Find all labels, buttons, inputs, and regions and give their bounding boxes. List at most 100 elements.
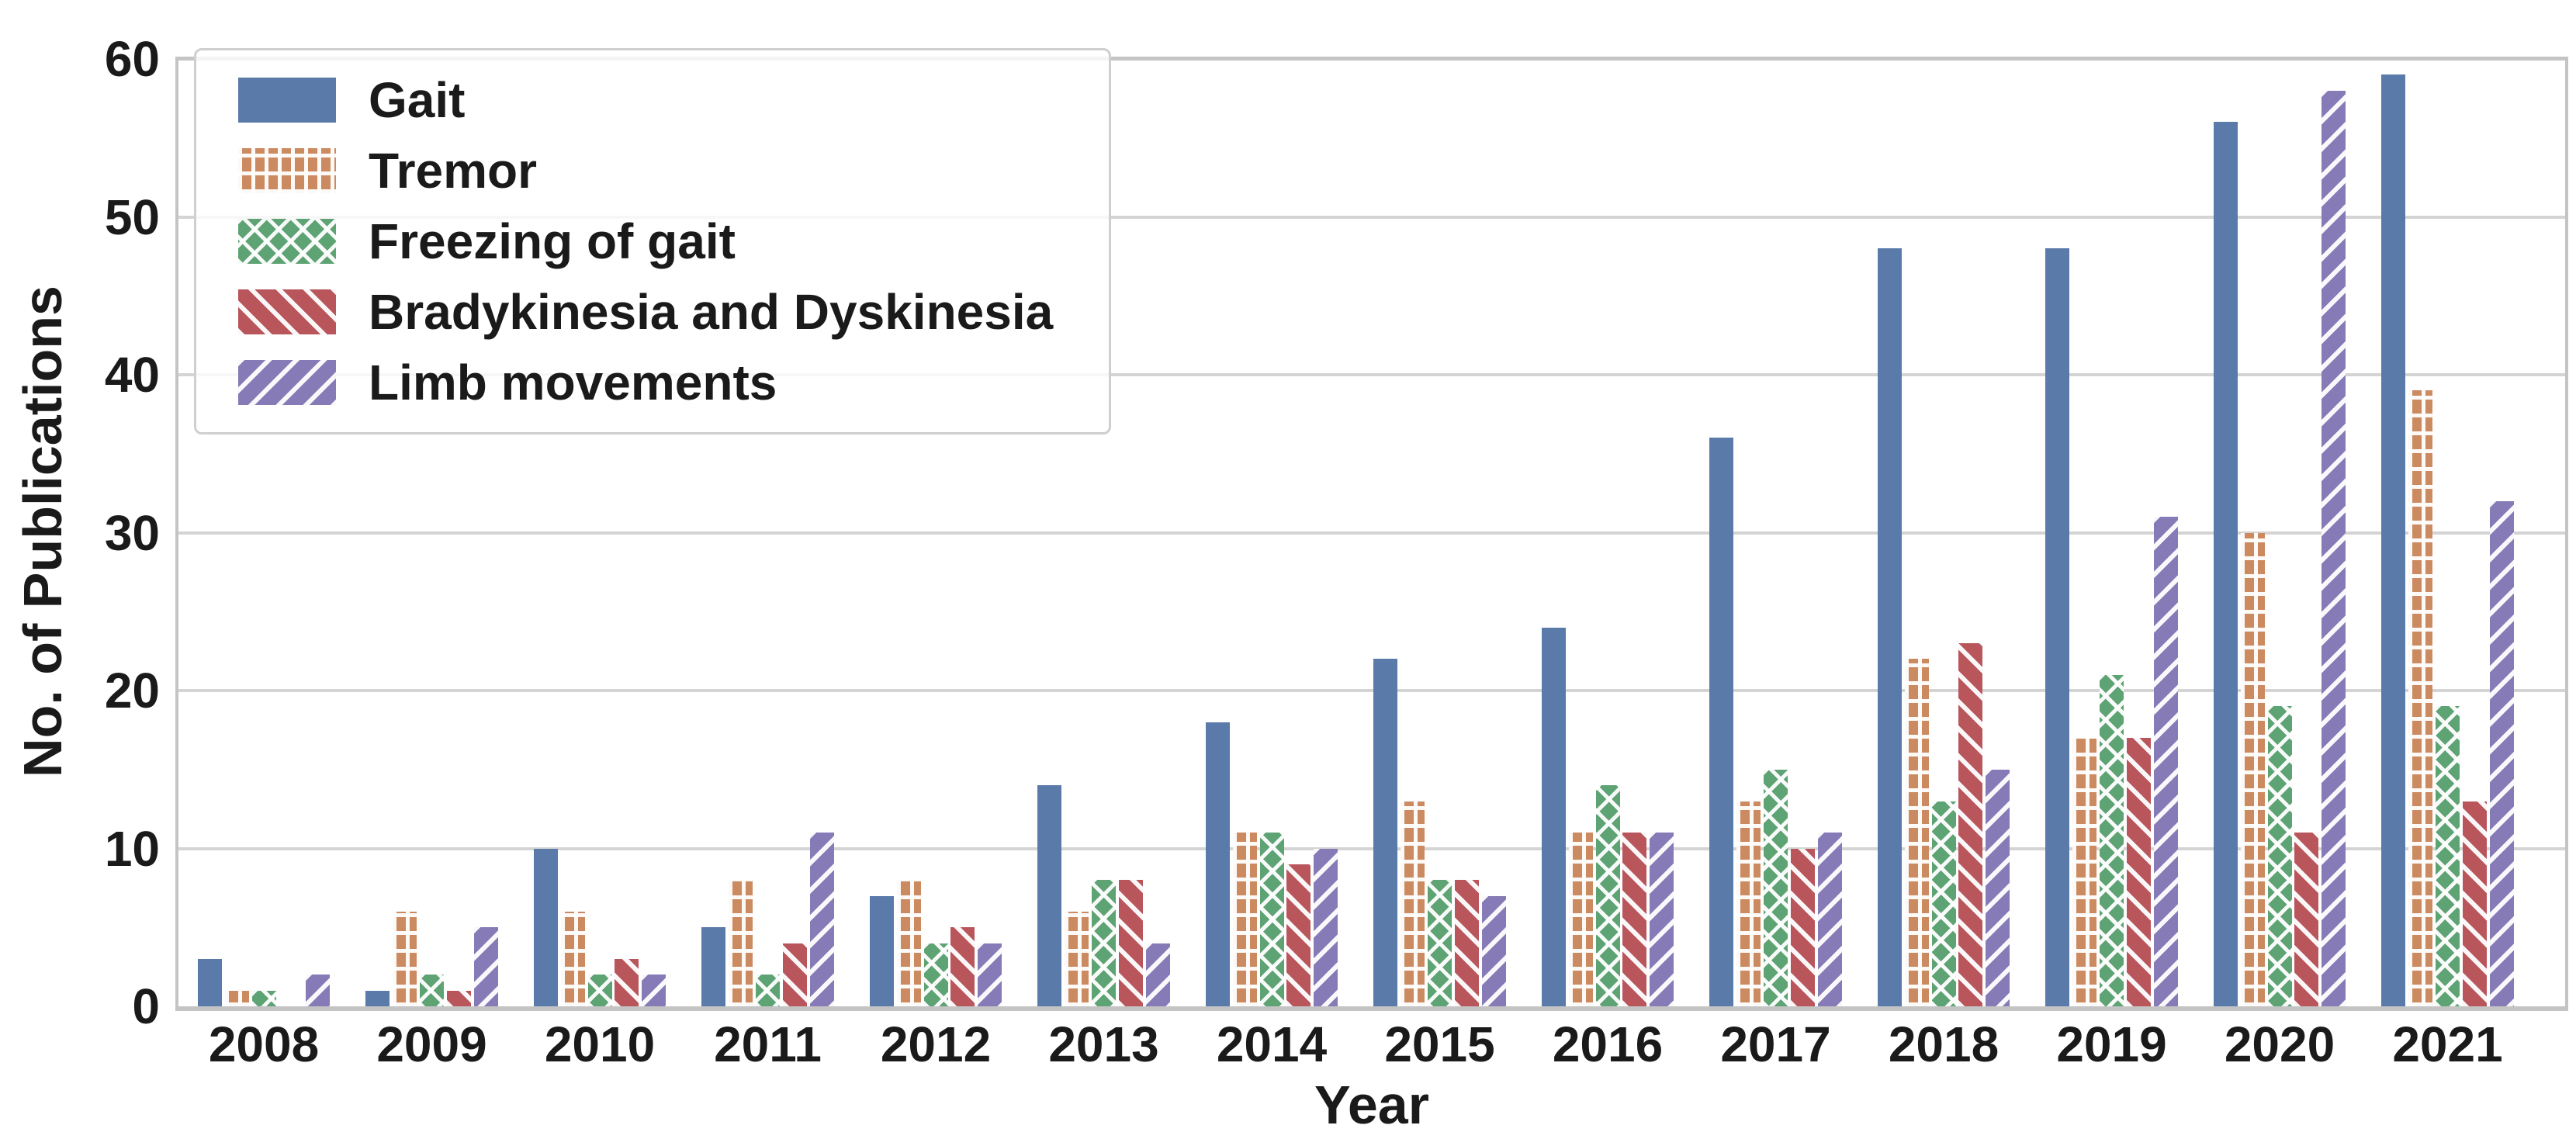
bar-freezing-of-gait-2021 <box>2436 706 2460 1006</box>
bar-bradykinesia-and-dyskinesia-2017 <box>1790 848 1815 1006</box>
y-tick-label-50: 50 <box>104 189 160 245</box>
x-tick-label-2016: 2016 <box>1552 1016 1664 1072</box>
x-tick-label-2012: 2012 <box>880 1016 992 1072</box>
x-tick-label-2015: 2015 <box>1384 1016 1495 1072</box>
y-tick-label-60: 60 <box>104 31 160 87</box>
bar-freezing-of-gait-2017 <box>1764 769 1788 1007</box>
x-tick-label-2019: 2019 <box>2056 1016 2167 1072</box>
bar-bradykinesia-and-dyskinesia-2013 <box>1118 880 1143 1006</box>
bar-bradykinesia-and-dyskinesia-2018 <box>1958 643 1983 1006</box>
top-spine <box>175 57 2568 61</box>
bar-bradykinesia-and-dyskinesia-2021 <box>2462 801 2487 1006</box>
legend: Gait Tremor Freezing of gait Bradykinesia a… <box>194 48 1111 434</box>
bar-limb-movements-2017 <box>1817 833 1842 1006</box>
bar-freezing-of-gait-2012 <box>923 943 948 1006</box>
y-tick-label-10: 10 <box>104 820 160 877</box>
legend-item-limb-movements: Limb movements <box>196 355 1109 410</box>
bar-limb-movements-2019 <box>2153 517 2178 1006</box>
bar-gait-2015 <box>1373 659 1398 1006</box>
bar-tremor-2012 <box>896 880 921 1006</box>
bar-bradykinesia-and-dyskinesia-2009 <box>446 990 471 1006</box>
bar-limb-movements-2012 <box>978 943 1002 1006</box>
bar-bradykinesia-and-dyskinesia-2010 <box>615 959 639 1006</box>
bar-limb-movements-2008 <box>306 975 331 1006</box>
legend-item-freezing-of-gait: Freezing of gait <box>196 213 1109 269</box>
bar-bradykinesia-and-dyskinesia-2019 <box>2126 738 2151 1006</box>
x-tick-label-2021: 2021 <box>2392 1016 2503 1072</box>
bar-gait-2016 <box>1541 627 1566 1006</box>
bar-freezing-of-gait-2009 <box>420 975 444 1006</box>
bar-tremor-2017 <box>1736 801 1761 1006</box>
bottom-spine <box>175 1006 2568 1011</box>
bar-bradykinesia-and-dyskinesia-2020 <box>2294 833 2319 1006</box>
bar-freezing-of-gait-2014 <box>1259 833 1284 1006</box>
bar-limb-movements-2015 <box>1481 895 1506 1006</box>
right-spine <box>2565 57 2568 1011</box>
bar-limb-movements-2021 <box>2489 500 2514 1006</box>
x-tick-label-2008: 2008 <box>208 1016 320 1072</box>
gridline-50 <box>178 215 2565 219</box>
legend-swatch-tremor <box>238 147 336 193</box>
bar-tremor-2015 <box>1401 801 1425 1006</box>
bar-gait-2008 <box>197 959 222 1006</box>
bar-freezing-of-gait-2013 <box>1092 880 1116 1006</box>
bar-gait-2014 <box>1205 722 1230 1006</box>
y-tick-label-30: 30 <box>104 504 160 561</box>
bar-tremor-2018 <box>1904 659 1929 1006</box>
bar-gait-2021 <box>2381 74 2406 1006</box>
bar-limb-movements-2016 <box>1650 833 1674 1006</box>
x-tick-label-2018: 2018 <box>1888 1016 2000 1072</box>
bar-tremor-2019 <box>2072 738 2097 1006</box>
legend-swatch-limb-movements <box>238 360 336 406</box>
y-tick-label-0: 0 <box>132 978 160 1034</box>
bar-gait-2011 <box>701 927 726 1007</box>
bar-limb-movements-2020 <box>2322 90 2346 1006</box>
bar-limb-movements-2010 <box>642 975 667 1006</box>
x-tick-label-2014: 2014 <box>1216 1016 1328 1072</box>
x-tick-label-2013: 2013 <box>1048 1016 1159 1072</box>
bar-gait-2013 <box>1037 785 1062 1006</box>
bar-tremor-2009 <box>393 911 417 1006</box>
bar-freezing-of-gait-2015 <box>1428 880 1452 1006</box>
x-tick-label-2020: 2020 <box>2224 1016 2335 1072</box>
y-tick-label-40: 40 <box>104 347 160 403</box>
bar-freezing-of-gait-2018 <box>1931 801 1956 1006</box>
bar-limb-movements-2013 <box>1145 943 1170 1006</box>
legend-swatch-bradykinesia-and-dyskinesia <box>238 289 336 335</box>
legend-label-limb-movements: Limb movements <box>369 355 777 411</box>
y-tick-label-20: 20 <box>104 663 160 718</box>
bar-bradykinesia-and-dyskinesia-2011 <box>782 943 807 1006</box>
bar-limb-movements-2018 <box>1986 769 2010 1007</box>
bar-limb-movements-2009 <box>473 927 498 1007</box>
bar-gait-2012 <box>869 895 894 1006</box>
bar-tremor-2011 <box>729 880 753 1006</box>
bar-gait-2019 <box>2045 248 2070 1006</box>
legend-label-tremor: Tremor <box>369 142 537 199</box>
left-spine <box>175 57 178 1011</box>
legend-item-bradykinesia-and-dyskinesia: Bradykinesia and Dyskinesia <box>196 284 1109 340</box>
x-tick-label-2011: 2011 <box>714 1016 822 1072</box>
bar-freezing-of-gait-2020 <box>2267 706 2292 1006</box>
legend-item-gait: Gait <box>196 72 1109 128</box>
bar-tremor-2010 <box>560 911 585 1006</box>
bar-bradykinesia-and-dyskinesia-2015 <box>1454 880 1479 1006</box>
bar-freezing-of-gait-2011 <box>756 975 780 1006</box>
bar-bradykinesia-and-dyskinesia-2016 <box>1622 833 1647 1006</box>
bar-gait-2010 <box>533 848 558 1006</box>
bar-gait-2020 <box>2213 122 2238 1006</box>
gridline-40 <box>178 373 2565 376</box>
bar-freezing-of-gait-2019 <box>2100 674 2124 1006</box>
bar-tremor-2014 <box>1232 833 1257 1006</box>
gridline-20 <box>178 689 2565 692</box>
bar-tremor-2020 <box>2240 532 2265 1006</box>
legend-item-tremor: Tremor <box>196 143 1109 199</box>
bar-tremor-2008 <box>224 990 249 1006</box>
bar-limb-movements-2011 <box>809 833 834 1006</box>
gridline-30 <box>178 531 2565 535</box>
x-tick-label-2009: 2009 <box>376 1016 487 1072</box>
x-tick-label-2017: 2017 <box>1720 1016 1831 1072</box>
legend-label-bradykinesia-and-dyskinesia: Bradykinesia and Dyskinesia <box>369 284 1054 341</box>
bar-limb-movements-2014 <box>1314 848 1338 1006</box>
bar-freezing-of-gait-2016 <box>1595 785 1620 1006</box>
